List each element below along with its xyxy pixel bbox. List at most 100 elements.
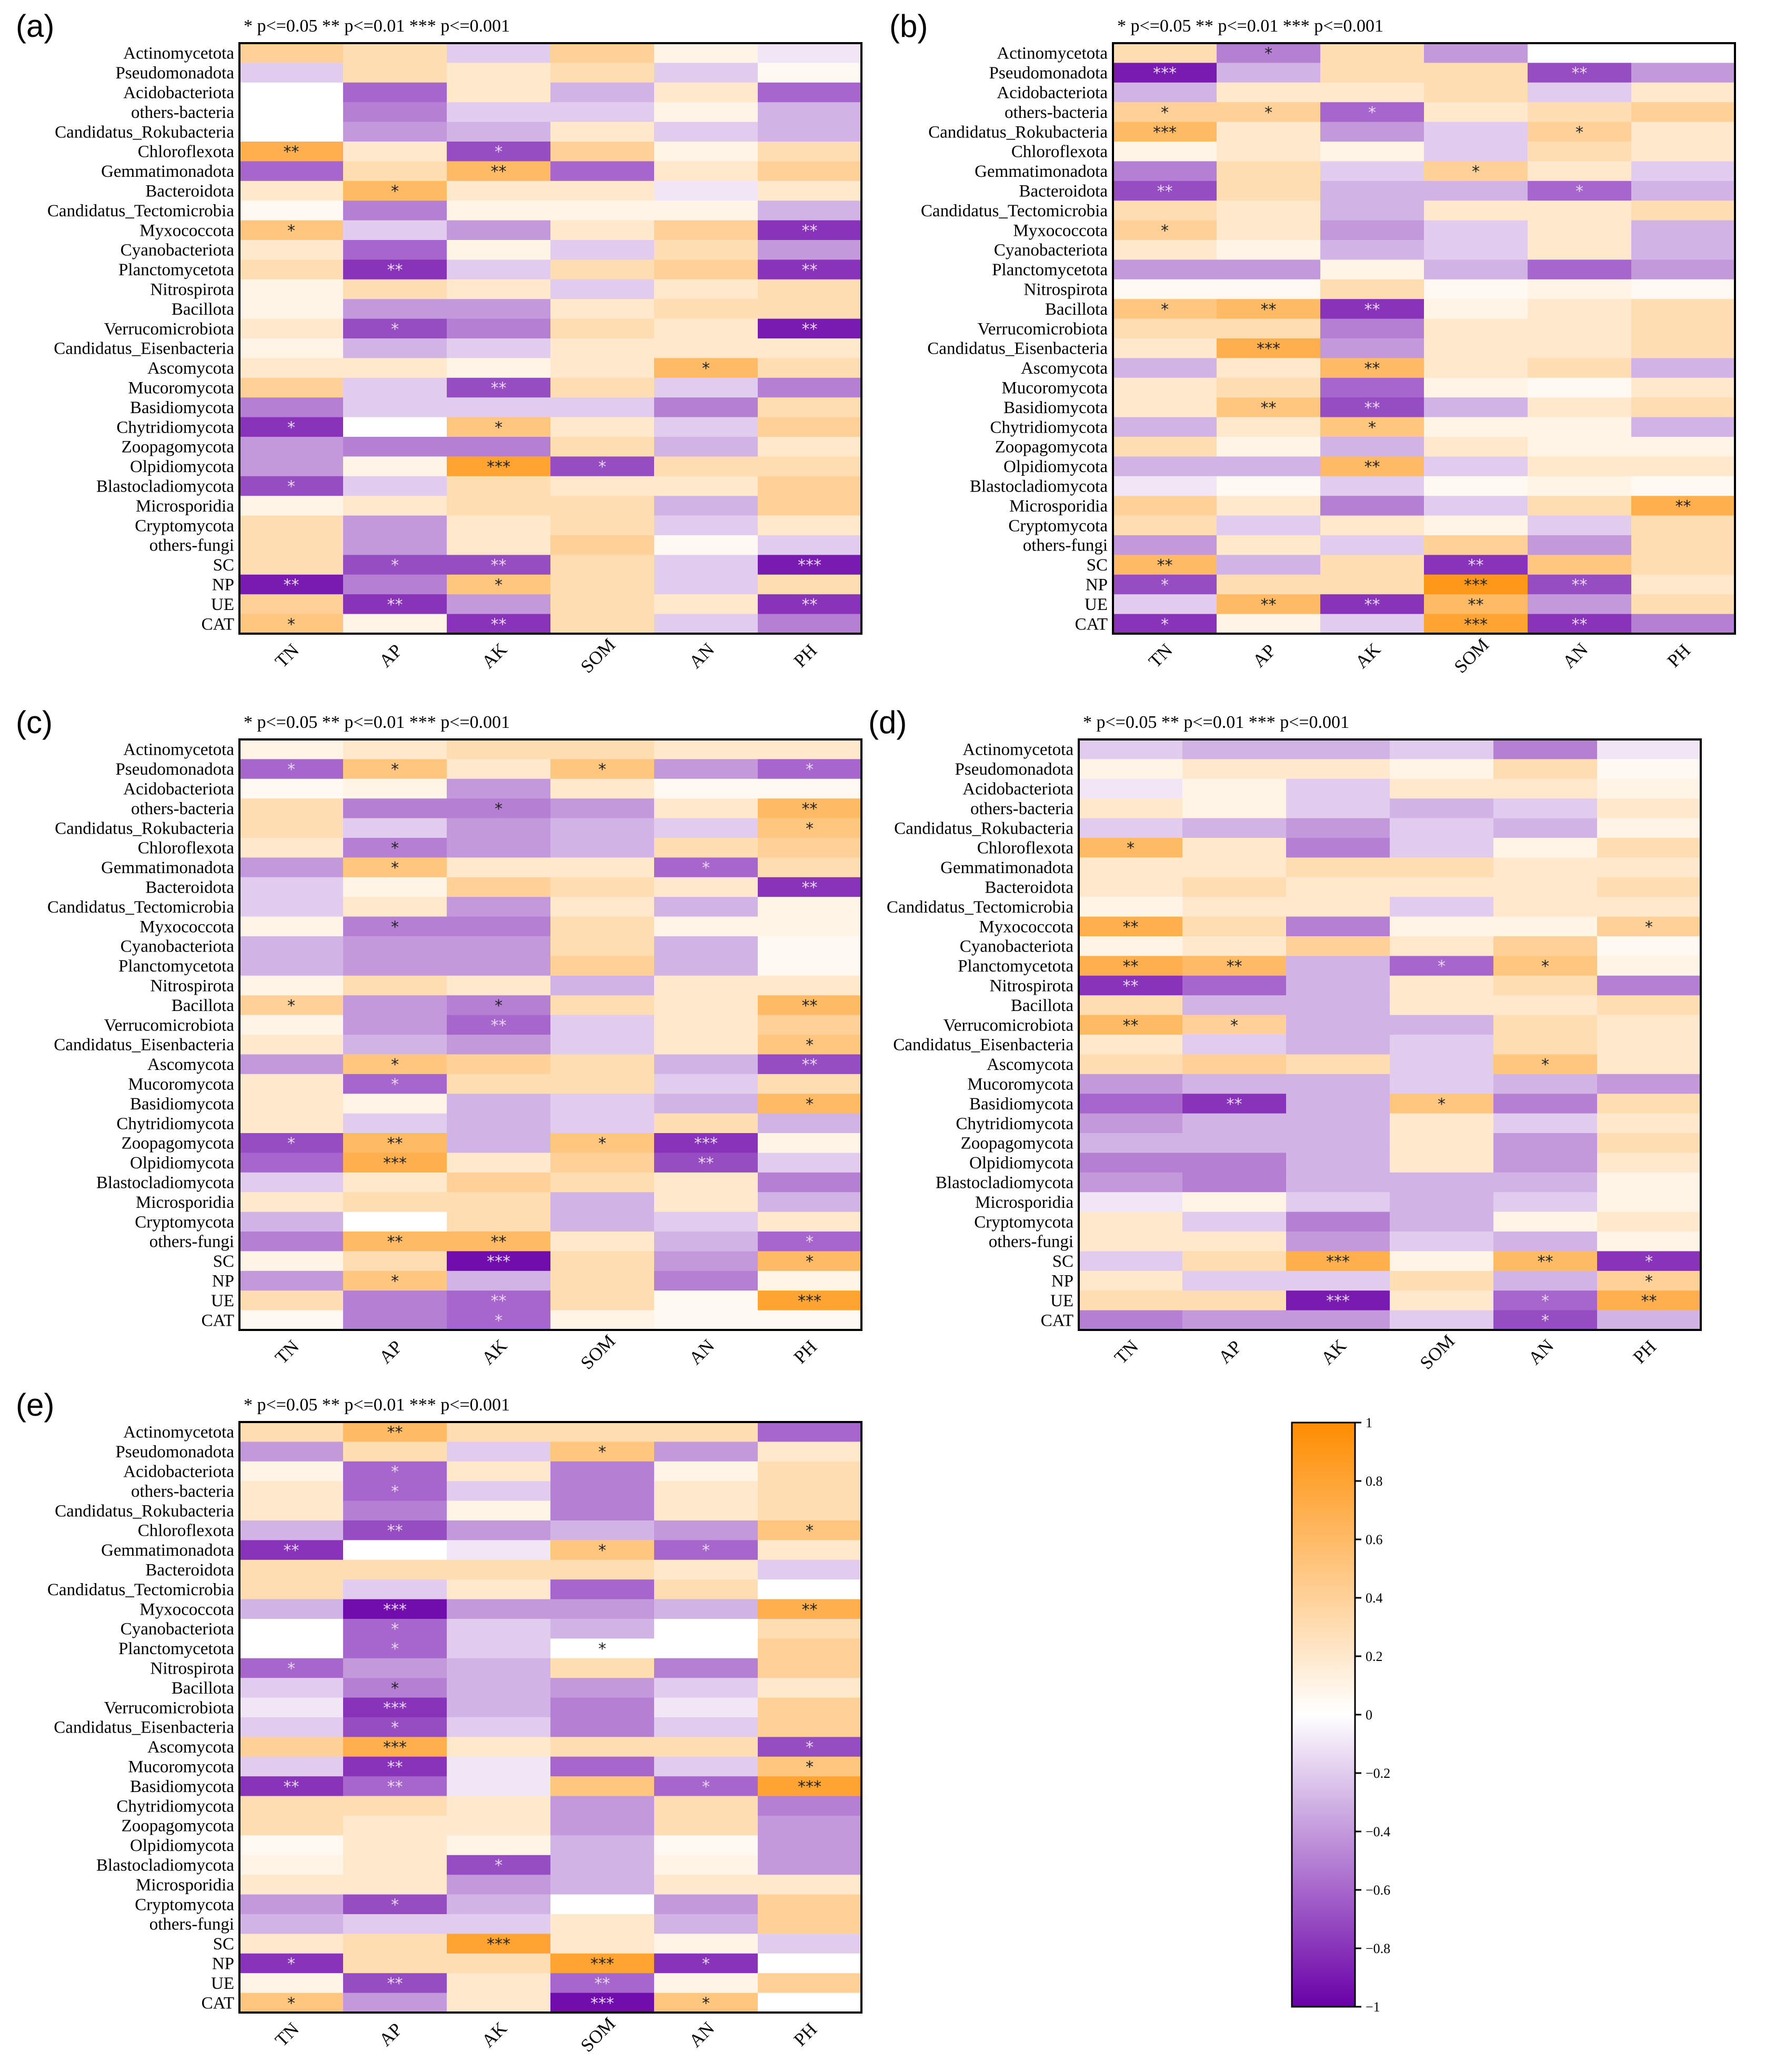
panel-0-significance-mark: ** — [284, 143, 299, 162]
panel-0-row-label: Bacillota — [172, 300, 234, 319]
panel-3-cell — [1079, 1054, 1183, 1075]
panel-2-significance-mark: * — [391, 918, 399, 936]
panel-2-significance-mark: * — [806, 1253, 814, 1271]
panel-4-cell — [239, 1638, 344, 1659]
panel-0-cell — [654, 377, 758, 398]
panel-4-cell — [343, 1520, 447, 1540]
panel-2-cell — [239, 1290, 344, 1311]
panel-0-cell — [239, 102, 344, 123]
panel-4-cell — [239, 1816, 344, 1836]
panel-2-cell — [654, 1153, 758, 1173]
panel-1-cell — [1424, 417, 1528, 437]
panel-1-cell — [1528, 82, 1632, 103]
panel-2-significance-mark: ** — [698, 1154, 714, 1173]
panel-1-row-label: Olpidiomycota — [1004, 457, 1108, 476]
panel-3-cell — [1182, 1310, 1287, 1330]
panel-4-row-label: Myxococcota — [139, 1600, 234, 1619]
panel-1-significance-mark: ** — [1364, 301, 1380, 319]
panel-2-cell — [654, 1074, 758, 1094]
panel-2-cell — [550, 857, 655, 878]
panel-4-cell — [758, 1461, 862, 1482]
panel-2-cell — [654, 838, 758, 858]
panel-0-significance-mark: ** — [491, 163, 507, 181]
panel-0-cell — [343, 279, 447, 299]
panel-2-cell — [758, 1094, 862, 1114]
panel-3-row-label: Cryptomycota — [974, 1213, 1073, 1232]
panel-4-cell — [550, 1678, 655, 1698]
panel-1-significance-mark: ** — [1261, 301, 1277, 319]
panel-1-row-label: CAT — [1075, 615, 1108, 634]
panel-2-cell — [343, 1172, 447, 1193]
panel-2-significance-legend: * p<=0.05 ** p<=0.01 *** p<=0.001 — [244, 713, 510, 732]
panel-4-cell — [550, 1658, 655, 1678]
panel-4-cell — [758, 1953, 862, 1974]
panel-3-cell — [1079, 956, 1183, 976]
panel-0-cell — [758, 437, 862, 457]
panel-0-cell — [239, 437, 344, 457]
panel-2-cell — [447, 1172, 551, 1193]
panel-4-cell — [343, 1678, 447, 1698]
panel-2-significance-mark: * — [391, 1076, 399, 1094]
panel-1-cell — [1528, 574, 1632, 595]
panel-2-row-label: SC — [213, 1252, 234, 1271]
colorbar-tick-label: −0.2 — [1366, 1766, 1390, 1781]
panel-0-cell — [239, 397, 344, 418]
panel-1-cell — [1424, 594, 1528, 615]
panel-1-cell — [1631, 142, 1735, 162]
panel-2-cell — [343, 1310, 447, 1330]
panel-2-significance-mark: ** — [491, 1233, 507, 1252]
panel-1-cell — [1113, 476, 1217, 496]
panel-1-cell — [1217, 220, 1321, 241]
panel-0-cell — [447, 220, 551, 241]
panel-3-row-label: Ascomycota — [987, 1055, 1073, 1074]
panel-0-cell — [550, 279, 655, 299]
panel-1-cell — [1320, 358, 1424, 378]
panel-2-significance-mark: ** — [387, 1135, 403, 1153]
panel-0-cell — [343, 201, 447, 221]
panel-0-cell — [758, 496, 862, 516]
panel-2-cell — [758, 1113, 862, 1134]
panel-0-cell — [343, 338, 447, 358]
panel-1-significance-mark: *** — [1153, 123, 1177, 142]
panel-4-cell — [654, 1520, 758, 1540]
panel-1-cell — [1528, 122, 1632, 142]
panel-4-row-label: Olpidiomycota — [130, 1836, 234, 1855]
panel-2-cell — [447, 1035, 551, 1055]
panel-2-cell — [654, 759, 758, 779]
panel-3-cell — [1597, 1074, 1701, 1094]
panel-2-row-label: UE — [211, 1292, 234, 1310]
panel-2-cell — [550, 778, 655, 799]
panel-1-cell — [1113, 279, 1217, 299]
panel-1-significance-mark: * — [1576, 183, 1583, 201]
panel-1-cell — [1113, 358, 1217, 378]
panel-3-significance-mark: *** — [1326, 1292, 1350, 1310]
panel-2-cell — [758, 1054, 862, 1075]
panel-3-cell — [1597, 877, 1701, 897]
panel-2-cell — [654, 1251, 758, 1272]
panel-4-cell — [654, 1816, 758, 1836]
panel-3-row-label: Candidatus_Tectomicrobia — [887, 898, 1073, 917]
panel-1-cell — [1528, 259, 1632, 280]
panel-4-cell — [447, 1993, 551, 2013]
panel-3-cell — [1493, 995, 1598, 1016]
panel-2-cell — [550, 975, 655, 996]
panel-0-cell — [550, 594, 655, 615]
panel-0-significance-mark: *** — [487, 458, 510, 476]
panel-0-cell — [447, 535, 551, 555]
panel-2-significance-mark: *** — [383, 1154, 407, 1173]
panel-3-cell — [1390, 1035, 1494, 1055]
panel-4-cell — [654, 1835, 758, 1856]
panel-4-cell — [343, 1894, 447, 1915]
panel-1-cell — [1320, 397, 1424, 418]
panel-3-significance-mark: *** — [1326, 1253, 1350, 1271]
panel-2-significance-mark: * — [391, 1273, 399, 1291]
panel-1-row-label: Nitrospirota — [1024, 281, 1108, 299]
panel-4-significance-mark: *** — [383, 1738, 407, 1757]
panel-3-cell — [1390, 936, 1494, 956]
panel-3-cell — [1597, 1251, 1701, 1272]
panel-0-cell — [239, 358, 344, 378]
panel-0-cell — [239, 122, 344, 142]
panel-1-cell — [1320, 220, 1424, 241]
panel-2-row-label: Verrucomicrobiota — [104, 1016, 235, 1035]
panel-4-cell — [654, 1717, 758, 1737]
